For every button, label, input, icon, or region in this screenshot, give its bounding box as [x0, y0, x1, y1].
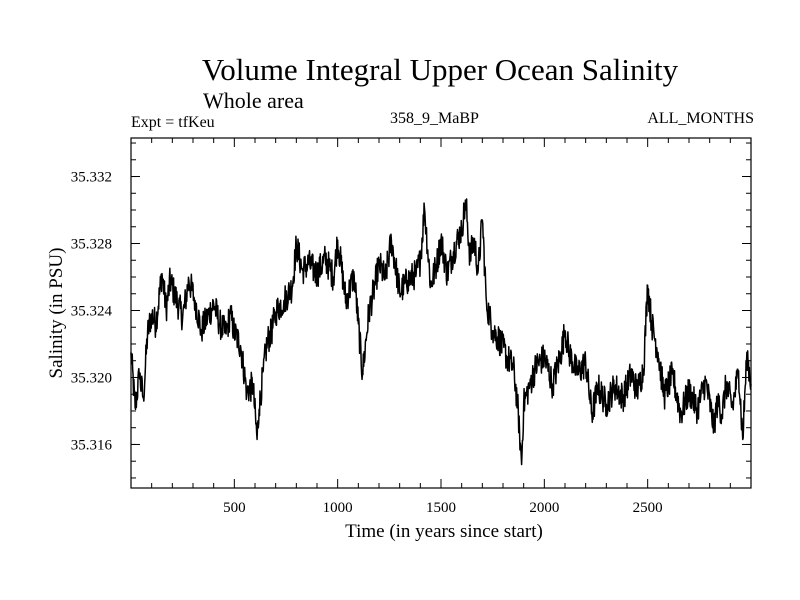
y-tick-label: 35.320 — [71, 370, 112, 386]
plot-frame — [130, 137, 752, 489]
x-tick-label: 2500 — [633, 500, 663, 516]
y-tick-label: 35.324 — [71, 303, 113, 319]
x-tick-label: 2000 — [529, 500, 559, 516]
y-tick-label: 35.328 — [71, 237, 112, 253]
y-tick-label: 35.332 — [71, 170, 112, 186]
x-axis-label: Time (in years since start) — [345, 521, 543, 542]
x-tick-label: 1000 — [323, 500, 353, 516]
months-label: ALL_MONTHS — [647, 110, 754, 127]
tick-labels: 500 1000 1500 2000 2500 35.316 35.320 35.324 35.… — [71, 170, 663, 516]
y-axis-label: Salinity (in PSU) — [46, 248, 67, 379]
x-tick-label: 1500 — [426, 500, 456, 516]
chart-subtitle: Whole area — [203, 88, 304, 113]
axis-ticks — [131, 138, 751, 488]
series-layer — [130, 198, 752, 466]
chart-title: Volume Integral Upper Ocean Salinity — [201, 52, 679, 87]
y-tick-label: 35.316 — [71, 437, 113, 453]
experiment-label: Expt = tfKeu — [131, 114, 215, 131]
run-id-label: 358_9_MaBP — [390, 110, 479, 127]
x-tick-label: 500 — [223, 500, 246, 516]
salinity-series-line — [130, 198, 752, 466]
